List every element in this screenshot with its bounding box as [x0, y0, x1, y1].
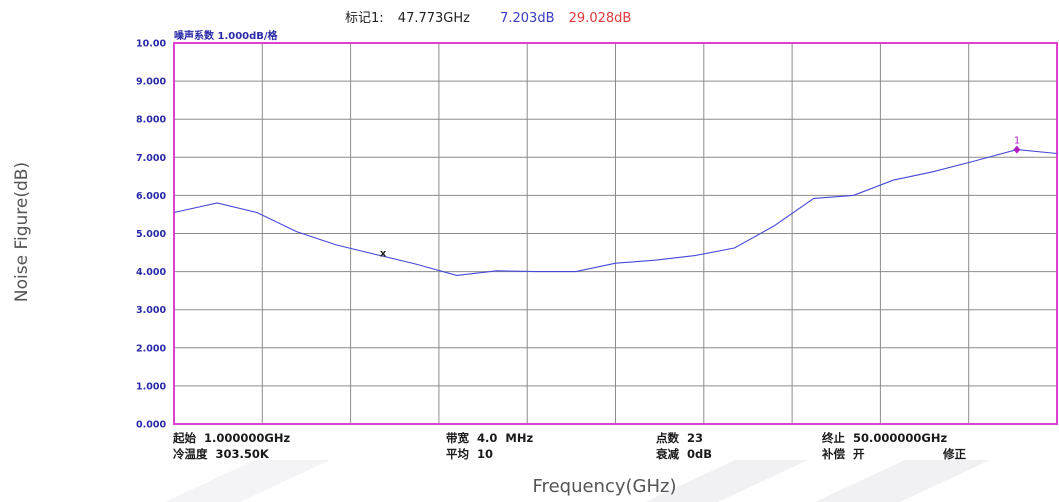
y-tick-label: 7.000 [136, 153, 166, 164]
y-tick-label: 8.000 [136, 115, 166, 126]
marker-1-diamond [1013, 145, 1021, 154]
marker-1-label: 1 [1014, 136, 1020, 147]
marker-readout: 标记1: 47.773GHz 7.203dB 29.028dB [345, 7, 631, 26]
plot-frame [173, 42, 1058, 425]
y-tick-label: 3.000 [136, 305, 166, 316]
status-cold-temperature: 冷温度 303.50K [173, 447, 269, 461]
status-start: 起始 1.000000GHz [173, 431, 291, 445]
y-tick-label: 6.000 [136, 191, 166, 202]
scale-label: 噪声系数 1.000dB/格 [174, 31, 278, 42]
marker-noise-figure: 7.203dB [500, 11, 555, 26]
status-points: 点数 23 [656, 431, 704, 445]
status-stop: 终止 50.000000GHz [822, 431, 948, 445]
status-correction: 修正 [943, 447, 966, 461]
reference-marker-label: x [380, 249, 387, 260]
y-tick-label: 9.000 [136, 77, 166, 88]
y-tick-label: 2.000 [136, 343, 166, 354]
marker-gain: 29.028dB [568, 11, 632, 26]
status-attenuation: 衰减 0dB [656, 447, 712, 461]
status-bandwidth: 带宽 4.0 MHz [446, 431, 534, 445]
status-compensation: 补偿开 [822, 447, 865, 461]
marker-readout-label: 标记1: [345, 11, 384, 26]
y-tick-label: 0.000 [136, 420, 166, 431]
noise-figure-trace [173, 149, 1058, 276]
y-tick-label: 1.000 [136, 381, 166, 392]
y-tick-label: 10.00 [136, 39, 166, 50]
y-tick-label: 4.000 [136, 267, 166, 278]
status-average: 平均 10 [446, 447, 494, 461]
marker-frequency: 47.773GHz [397, 11, 470, 26]
x-axis-title: Frequency(GHz) [532, 476, 677, 497]
y-tick-label: 5.000 [136, 229, 166, 240]
